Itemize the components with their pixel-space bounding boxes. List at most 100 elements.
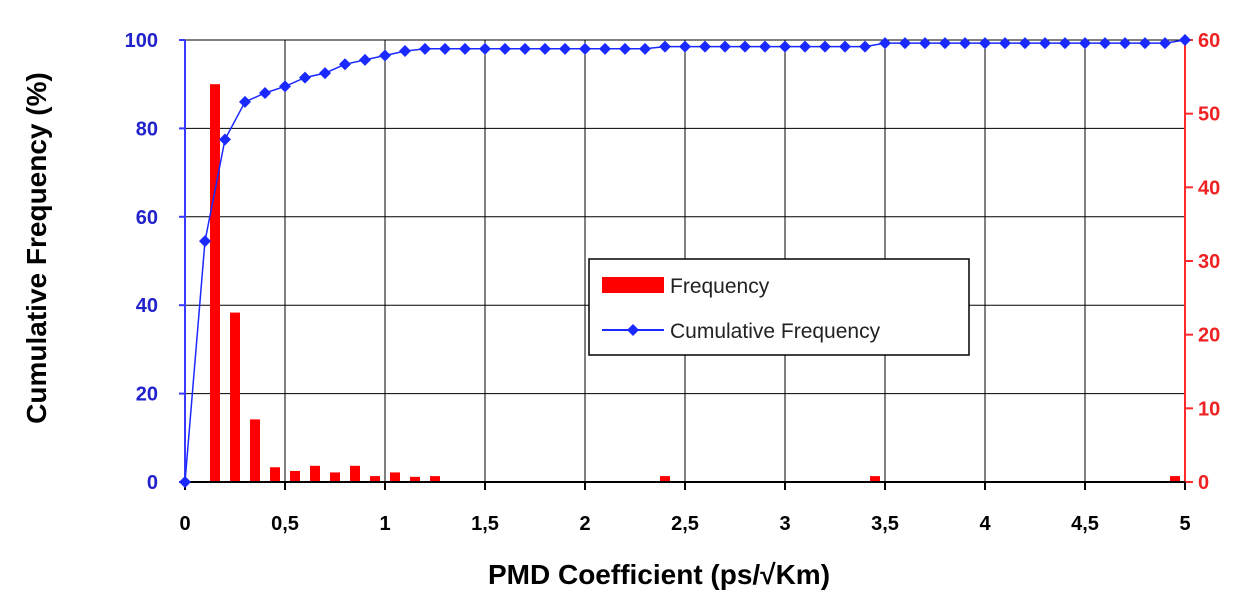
cumulative-point bbox=[439, 42, 451, 55]
frequency-bar bbox=[330, 472, 340, 482]
cumulative-point bbox=[1159, 37, 1171, 50]
tick-labels: 0 20 40 60 80 100 0 10 20 30 40 50 60 0 0,5 1 1,5 2 2,5 3 3,… bbox=[125, 30, 1221, 535]
cumulative-point bbox=[399, 45, 411, 58]
y-right-tick-label: 40 bbox=[1198, 177, 1220, 199]
cumulative-frequency-line bbox=[179, 34, 1191, 488]
y-left-tick-label: 60 bbox=[136, 207, 158, 229]
frequency-bar bbox=[230, 312, 240, 482]
frequency-bar bbox=[350, 465, 360, 482]
x-tick-label: 0 bbox=[179, 513, 190, 535]
frequency-bar bbox=[310, 465, 320, 482]
x-tick-label: 4,5 bbox=[1071, 513, 1099, 535]
cumulative-point bbox=[199, 235, 211, 248]
axes bbox=[179, 39, 1193, 490]
cumulative-point bbox=[599, 42, 611, 55]
x-tick-label: 1,5 bbox=[471, 513, 499, 535]
frequency-bar bbox=[870, 476, 880, 482]
cumulative-point bbox=[779, 40, 791, 53]
x-tick-label: 5 bbox=[1179, 513, 1190, 535]
cumulative-point bbox=[919, 37, 931, 50]
frequency-bar bbox=[270, 467, 280, 482]
cumulative-point bbox=[459, 42, 471, 55]
frequency-bar bbox=[660, 476, 670, 482]
cumulative-point bbox=[319, 67, 331, 80]
y-left-tick-label: 20 bbox=[136, 384, 158, 406]
x-tick-label: 0,5 bbox=[271, 513, 299, 535]
cumulative-point bbox=[339, 58, 351, 71]
cumulative-point bbox=[1059, 37, 1071, 50]
y-right-tick-label: 0 bbox=[1198, 472, 1209, 494]
x-tick-label: 4 bbox=[979, 513, 991, 535]
cumulative-point bbox=[1019, 37, 1031, 50]
cumulative-point bbox=[239, 95, 251, 108]
cumulative-point bbox=[719, 40, 731, 53]
y-right-tick-label: 30 bbox=[1198, 251, 1220, 273]
frequency-bar bbox=[390, 472, 400, 482]
y-left-axis-title: Cumulative Frequency (%) bbox=[21, 72, 52, 424]
cumulative-point bbox=[739, 40, 751, 53]
y-right-tick-label: 20 bbox=[1198, 325, 1220, 347]
y-left-tick-label: 80 bbox=[136, 118, 158, 140]
y-right-tick-label: 60 bbox=[1198, 30, 1220, 52]
cumulative-point bbox=[1039, 37, 1051, 50]
cumulative-point bbox=[959, 37, 971, 50]
cumulative-point bbox=[379, 49, 391, 62]
cumulative-point bbox=[819, 40, 831, 53]
cumulative-point bbox=[1179, 34, 1191, 46]
frequency-bar bbox=[1170, 476, 1180, 482]
y-left-tick-label: 100 bbox=[125, 30, 158, 52]
cumulative-point bbox=[279, 80, 291, 93]
cumulative-point bbox=[1079, 37, 1091, 50]
cumulative-point bbox=[259, 87, 271, 100]
legend-frequency-label: Frequency bbox=[670, 275, 770, 298]
y-right-tick-label: 50 bbox=[1198, 104, 1220, 126]
cumulative-point bbox=[1119, 37, 1131, 50]
cumulative-point bbox=[299, 71, 311, 84]
cumulative-point bbox=[839, 40, 851, 53]
cumulative-point bbox=[879, 37, 891, 50]
cumulative-point bbox=[519, 42, 531, 55]
x-tick-label: 3,5 bbox=[871, 513, 899, 535]
cumulative-point bbox=[859, 40, 871, 53]
x-tick-label: 2,5 bbox=[671, 513, 699, 535]
cumulative-point bbox=[939, 37, 951, 50]
cumulative-point bbox=[499, 42, 511, 55]
y-right-tick-label: 10 bbox=[1198, 398, 1220, 420]
x-tick-label: 2 bbox=[579, 513, 590, 535]
cumulative-point bbox=[899, 37, 911, 50]
x-tick-label: 3 bbox=[779, 513, 790, 535]
cumulative-point bbox=[999, 37, 1011, 50]
cumulative-point bbox=[1099, 37, 1111, 50]
y-left-tick-label: 0 bbox=[147, 472, 158, 494]
frequency-bar bbox=[250, 419, 260, 482]
legend-cumulative-label: Cumulative Frequency bbox=[670, 320, 881, 343]
legend-cumulative-marker bbox=[627, 324, 639, 336]
cumulative-point bbox=[679, 40, 691, 53]
cumulative-point bbox=[479, 42, 491, 55]
cumulative-point bbox=[639, 42, 651, 55]
frequency-bar bbox=[210, 84, 220, 482]
legend-box bbox=[588, 258, 970, 356]
frequency-bar bbox=[410, 476, 420, 482]
legend: Frequency Cumulative Frequency bbox=[588, 258, 970, 356]
cumulative-point bbox=[579, 42, 591, 55]
cumulative-point bbox=[1139, 37, 1151, 50]
y-left-tick-label: 40 bbox=[136, 295, 158, 317]
cumulative-point bbox=[619, 42, 631, 55]
cumulative-point bbox=[799, 40, 811, 53]
x-tick-label: 1 bbox=[379, 513, 390, 535]
cumulative-point bbox=[559, 42, 571, 55]
cumulative-point bbox=[979, 37, 991, 50]
frequency-bars bbox=[210, 84, 1180, 482]
x-axis-title: PMD Coefficient (ps/√Km) bbox=[488, 559, 830, 590]
frequency-bar bbox=[430, 476, 440, 482]
cumulative-point bbox=[419, 42, 431, 55]
cumulative-point bbox=[359, 53, 371, 66]
cumulative-point bbox=[699, 40, 711, 53]
legend-frequency-swatch bbox=[602, 277, 664, 293]
frequency-bar bbox=[290, 470, 300, 482]
cumulative-point bbox=[179, 476, 191, 488]
frequency-bar bbox=[370, 476, 380, 482]
cumulative-point bbox=[539, 42, 551, 55]
